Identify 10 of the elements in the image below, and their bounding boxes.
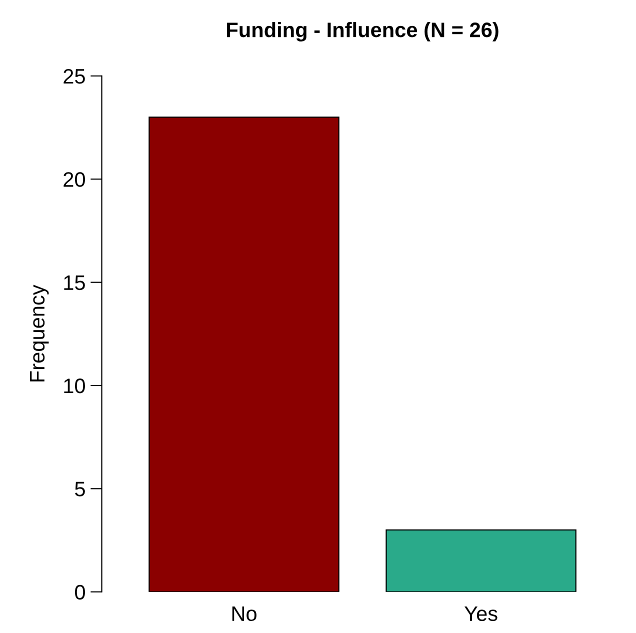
y-tick-label: 15: [64, 276, 85, 290]
y-tick-label: 5: [75, 482, 85, 496]
y-tick-label: 25: [64, 68, 85, 84]
y-tick-label: 20: [64, 172, 85, 187]
y-axis-title: Frequency: [30, 284, 49, 382]
chart-title: Funding - Influence (N = 26): [227, 22, 498, 42]
x-tick-label: Yes: [464, 606, 498, 622]
x-tick-label: No: [232, 606, 256, 622]
y-tick-label: 0: [75, 584, 85, 600]
y-tick-label: 10: [64, 378, 85, 394]
